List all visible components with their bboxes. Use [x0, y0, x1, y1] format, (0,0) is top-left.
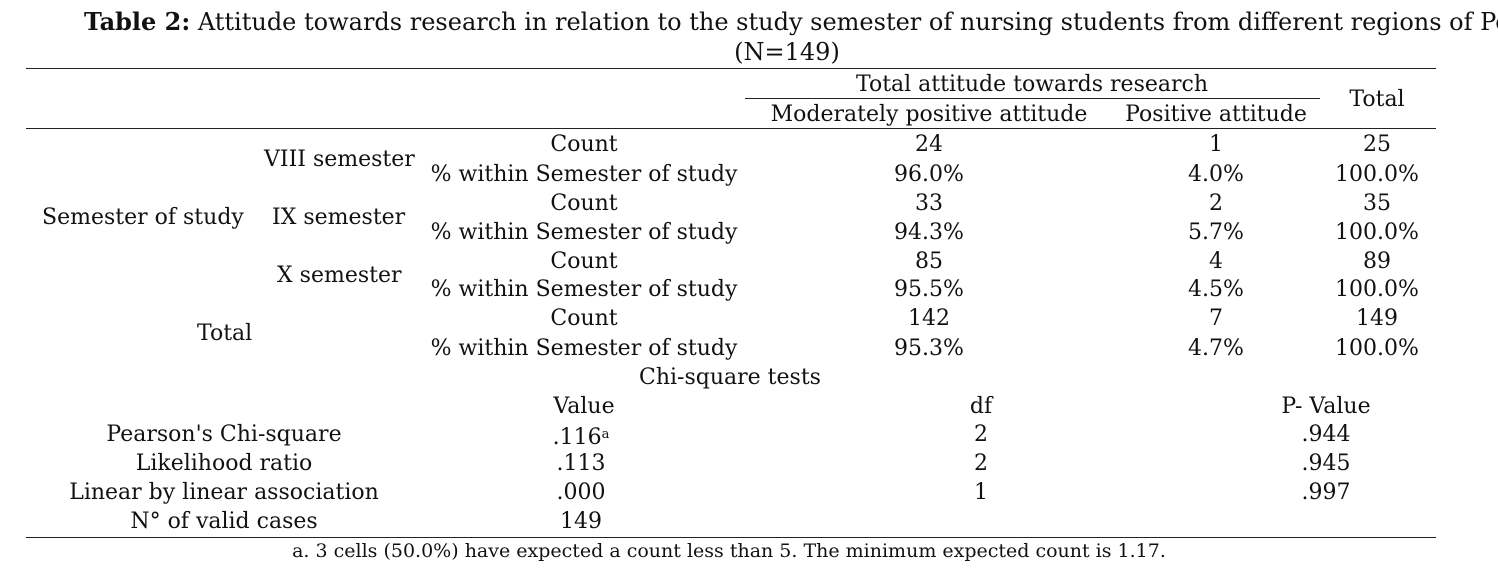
cell-pct-total: 100.0%	[1335, 220, 1419, 245]
cell-count-total: 149	[1356, 306, 1398, 331]
chi-row-df: 2	[974, 422, 988, 447]
chi-square-title: Chi-square tests	[639, 365, 821, 390]
cell-pct-positive: 5.7%	[1188, 220, 1244, 245]
cell-pct-total: 100.0%	[1335, 277, 1419, 302]
semester-label: X semester	[277, 263, 402, 288]
chi-header-df: df	[969, 394, 993, 419]
cell-count-positive: 1	[1209, 132, 1223, 157]
cell-pct-total: 100.0%	[1335, 336, 1419, 361]
chi-row-df: 1	[974, 480, 988, 505]
cell-count-moderate: 24	[915, 132, 943, 157]
chi-header-value: Value	[553, 394, 615, 419]
chi-row-value: .000	[556, 480, 606, 505]
count-label: Count	[550, 191, 618, 216]
count-label: Count	[550, 249, 618, 274]
cell-count-total: 35	[1363, 191, 1391, 216]
chi-row-value: .113	[556, 451, 606, 476]
chi-row-label: Linear by linear association	[69, 480, 379, 505]
pct-label: % within Semester of study	[430, 336, 738, 361]
cell-pct-total: 100.0%	[1335, 162, 1419, 187]
cell-pct-moderate: 96.0%	[894, 162, 964, 187]
chi-row-p: .997	[1301, 480, 1351, 505]
cell-count-positive: 7	[1209, 306, 1223, 331]
pct-label: % within Semester of study	[430, 277, 738, 302]
cell-pct-positive: 4.0%	[1188, 162, 1244, 187]
caption-label: Table 2:	[84, 7, 191, 36]
header-bottom-rule	[26, 128, 1436, 129]
cell-count-moderate: 33	[915, 191, 943, 216]
chi-row-label: Pearson's Chi-square	[106, 422, 342, 447]
header-group: Total attitude towards research	[855, 72, 1209, 97]
cell-count-total: 25	[1363, 132, 1391, 157]
table-footnote: a. 3 cells (50.0%) have expected a count…	[292, 540, 1166, 562]
caption-text: Attitude towards research in relation to…	[197, 8, 1498, 36]
header-group-rule	[745, 98, 1320, 99]
count-label: Count	[550, 306, 618, 331]
pct-label: % within Semester of study	[430, 220, 738, 245]
semester-label: VIII semester	[264, 147, 415, 172]
count-label: Count	[550, 132, 618, 157]
chi-header-p: P- Value	[1281, 394, 1371, 419]
row-group-label: Semester of study	[42, 205, 244, 230]
table-caption: Table 2: Attitude towards research in re…	[84, 7, 1498, 37]
chi-row-p: .944	[1301, 422, 1351, 447]
chi-row-label: N° of valid cases	[130, 509, 318, 534]
col-header-positive: Positive attitude	[1125, 102, 1307, 127]
cell-count-moderate: 85	[915, 249, 943, 274]
pct-label: % within Semester of study	[430, 162, 738, 187]
cell-count-positive: 4	[1209, 249, 1223, 274]
chi-row-value: .116a	[553, 422, 610, 451]
semester-label: IX semester	[272, 205, 406, 230]
top-rule	[26, 68, 1436, 69]
col-header-total: Total	[1349, 87, 1405, 112]
chi-row-p: .945	[1301, 451, 1351, 476]
chi-row-label: Likelihood ratio	[135, 451, 313, 476]
bottom-rule	[26, 537, 1436, 538]
caption-n: (N=149)	[734, 38, 840, 66]
cell-pct-moderate: 95.5%	[894, 277, 964, 302]
chi-value-number: .116	[552, 425, 602, 450]
total-row-label: Total	[197, 321, 253, 346]
cell-count-positive: 2	[1209, 191, 1223, 216]
cell-pct-positive: 4.5%	[1188, 277, 1244, 302]
cell-pct-positive: 4.7%	[1188, 336, 1244, 361]
cell-pct-moderate: 94.3%	[894, 220, 964, 245]
cell-count-total: 89	[1363, 249, 1391, 274]
cell-count-moderate: 142	[908, 306, 950, 331]
chi-row-value: 149	[560, 509, 602, 534]
col-header-moderate: Moderately positive attitude	[770, 102, 1088, 127]
cell-pct-moderate: 95.3%	[894, 336, 964, 361]
chi-row-df: 2	[974, 451, 988, 476]
footnote-marker: a	[601, 427, 610, 442]
